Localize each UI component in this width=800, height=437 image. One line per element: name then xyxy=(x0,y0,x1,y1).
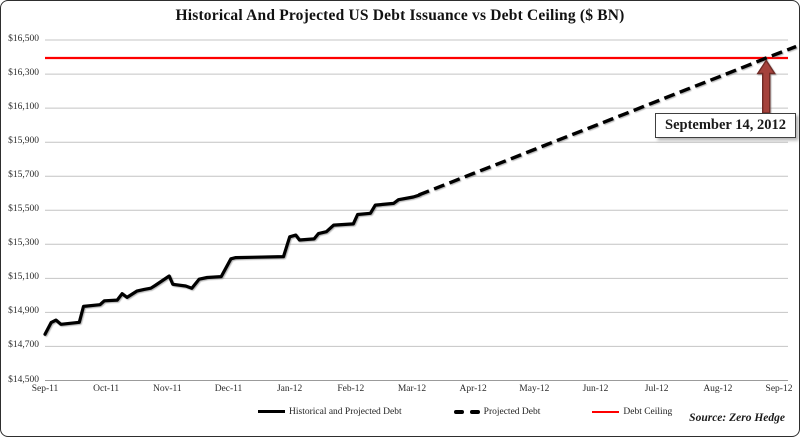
annotation-arrow-icon xyxy=(756,59,776,114)
x-tick-label: Dec-11 xyxy=(214,384,243,394)
y-tick-label: $15,700 xyxy=(8,170,39,181)
x-tick-label: Jan-12 xyxy=(276,384,303,394)
x-tick-label: Sep-12 xyxy=(765,384,793,394)
x-tick-label: Oct-11 xyxy=(93,384,120,394)
dashed-line-swatch-icon xyxy=(453,409,480,414)
x-tick-label: Jul-12 xyxy=(644,384,669,394)
x-tick-label: Apr-12 xyxy=(459,384,487,394)
x-tick-label: Sep-11 xyxy=(31,384,59,394)
x-tick-label: Nov-11 xyxy=(152,384,182,394)
x-tick-label: Mar-12 xyxy=(397,384,427,394)
gridlines xyxy=(45,39,788,381)
y-tick-label: $15,500 xyxy=(8,204,39,215)
y-tick-label: $16,500 xyxy=(8,34,39,44)
y-tick-label: $14,900 xyxy=(8,306,39,317)
legend: Historical and Projected Debt Projected … xyxy=(258,404,672,419)
x-tick-label: Feb-12 xyxy=(337,384,365,394)
y-tick-label: $16,100 xyxy=(8,102,39,113)
x-tick-label: May-12 xyxy=(519,384,550,394)
y-tick-label: $16,300 xyxy=(8,68,39,79)
y-tick-label: $15,900 xyxy=(8,136,39,147)
x-tick-label: Jun-12 xyxy=(582,384,609,394)
historical-debt-line xyxy=(43,193,421,336)
annotation-callout: September 14, 2012 xyxy=(655,113,796,138)
source-credit: Source: Zero Hedge xyxy=(689,412,785,424)
legend-label-historical: Historical and Projected Debt xyxy=(289,406,402,417)
legend-item-projected: Projected Debt xyxy=(453,406,541,417)
y-tick-label: $15,300 xyxy=(8,238,39,249)
red-line-swatch-icon xyxy=(592,410,620,413)
solid-line-swatch-icon xyxy=(258,410,285,413)
chart-title: Historical And Projected US Debt Issuanc… xyxy=(175,7,625,24)
x-tick-label: Aug-12 xyxy=(703,384,733,394)
projected-debt-line xyxy=(418,44,797,197)
y-tick-label: $14,700 xyxy=(8,340,39,351)
legend-label-projected: Projected Debt xyxy=(483,406,541,417)
y-tick-label: $14,500 xyxy=(8,374,39,385)
legend-item-ceiling: Debt Ceiling xyxy=(592,407,672,417)
legend-item-historical: Historical and Projected Debt xyxy=(258,407,402,417)
legend-label-ceiling: Debt Ceiling xyxy=(623,406,673,417)
y-tick-label: $15,100 xyxy=(8,272,39,283)
